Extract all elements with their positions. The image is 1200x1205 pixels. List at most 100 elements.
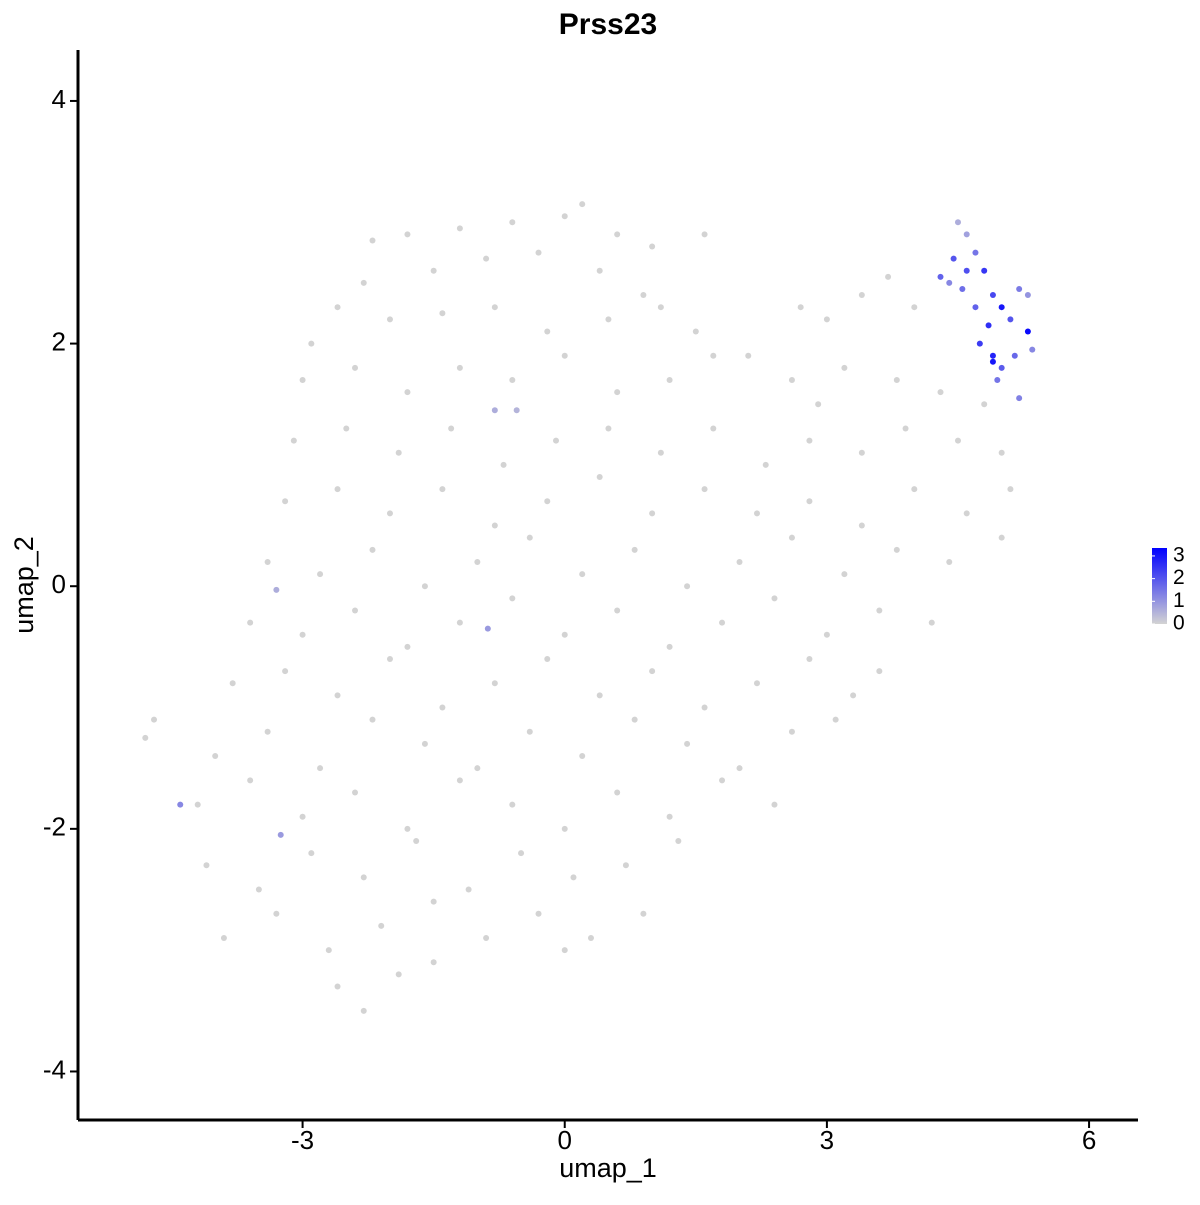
- point: [701, 231, 708, 238]
- point: [465, 886, 472, 893]
- point: [299, 376, 306, 383]
- point: [954, 437, 961, 444]
- point: [561, 947, 568, 954]
- point: [771, 595, 778, 602]
- point: [657, 449, 664, 456]
- x-tick-label: 0: [558, 1125, 572, 1155]
- point: [841, 571, 848, 578]
- point: [998, 364, 1005, 371]
- point: [753, 680, 760, 687]
- point: [282, 498, 289, 505]
- point: [981, 267, 988, 274]
- point: [553, 437, 560, 444]
- colorbar-tick-label: 2: [1173, 566, 1185, 589]
- point: [989, 292, 996, 299]
- point: [806, 656, 813, 663]
- point: [360, 874, 367, 881]
- point: [885, 273, 892, 280]
- point: [491, 407, 498, 414]
- point: [998, 304, 1005, 311]
- point: [719, 619, 726, 626]
- point: [404, 231, 411, 238]
- point: [832, 716, 839, 723]
- point: [981, 401, 988, 408]
- point: [151, 716, 158, 723]
- point: [334, 983, 341, 990]
- point: [273, 910, 280, 917]
- point: [526, 728, 533, 735]
- chart-title: Prss23: [559, 8, 657, 41]
- point: [579, 571, 586, 578]
- point: [509, 219, 516, 226]
- point: [430, 898, 437, 905]
- point: [404, 389, 411, 396]
- point: [666, 643, 673, 650]
- point: [513, 407, 520, 414]
- point: [954, 219, 961, 226]
- colorbar: [1152, 548, 1167, 624]
- point: [963, 231, 970, 238]
- point: [876, 607, 883, 614]
- point: [640, 292, 647, 299]
- point: [587, 935, 594, 942]
- point: [334, 692, 341, 699]
- point: [998, 449, 1005, 456]
- y-tick-label: -4: [43, 1054, 66, 1084]
- point: [247, 619, 254, 626]
- point: [518, 850, 525, 857]
- point: [579, 201, 586, 208]
- point: [937, 389, 944, 396]
- point: [640, 910, 647, 917]
- point: [815, 401, 822, 408]
- point: [649, 243, 656, 250]
- point: [386, 656, 393, 663]
- point: [220, 935, 227, 942]
- point: [719, 777, 726, 784]
- point: [788, 376, 795, 383]
- point: [701, 704, 708, 711]
- point: [352, 364, 359, 371]
- point: [544, 656, 551, 663]
- colorbar-tick-label: 0: [1173, 612, 1185, 635]
- point: [911, 304, 918, 311]
- point: [203, 862, 210, 869]
- point: [998, 534, 1005, 541]
- point: [1024, 328, 1031, 335]
- point: [893, 546, 900, 553]
- point: [142, 734, 149, 741]
- point: [823, 316, 830, 323]
- point: [1016, 285, 1023, 292]
- point: [976, 340, 983, 347]
- point: [526, 534, 533, 541]
- point: [649, 510, 656, 517]
- point: [1029, 346, 1036, 353]
- point: [614, 789, 621, 796]
- point: [378, 922, 385, 929]
- point: [456, 619, 463, 626]
- point: [535, 910, 542, 917]
- point: [701, 486, 708, 493]
- point: [255, 886, 262, 893]
- point: [491, 522, 498, 529]
- point: [535, 249, 542, 256]
- point: [579, 753, 586, 760]
- point: [850, 692, 857, 699]
- point: [395, 449, 402, 456]
- point: [806, 498, 813, 505]
- point: [386, 316, 393, 323]
- point: [1024, 292, 1031, 299]
- point: [509, 595, 516, 602]
- point: [509, 801, 516, 808]
- point: [369, 237, 376, 244]
- point: [325, 947, 332, 954]
- point: [946, 558, 953, 565]
- point: [1016, 395, 1023, 402]
- point: [194, 801, 201, 808]
- point: [404, 643, 411, 650]
- point: [911, 486, 918, 493]
- point: [963, 510, 970, 517]
- point: [972, 249, 979, 256]
- colorbar-tick-label: 1: [1173, 589, 1185, 612]
- point: [360, 279, 367, 286]
